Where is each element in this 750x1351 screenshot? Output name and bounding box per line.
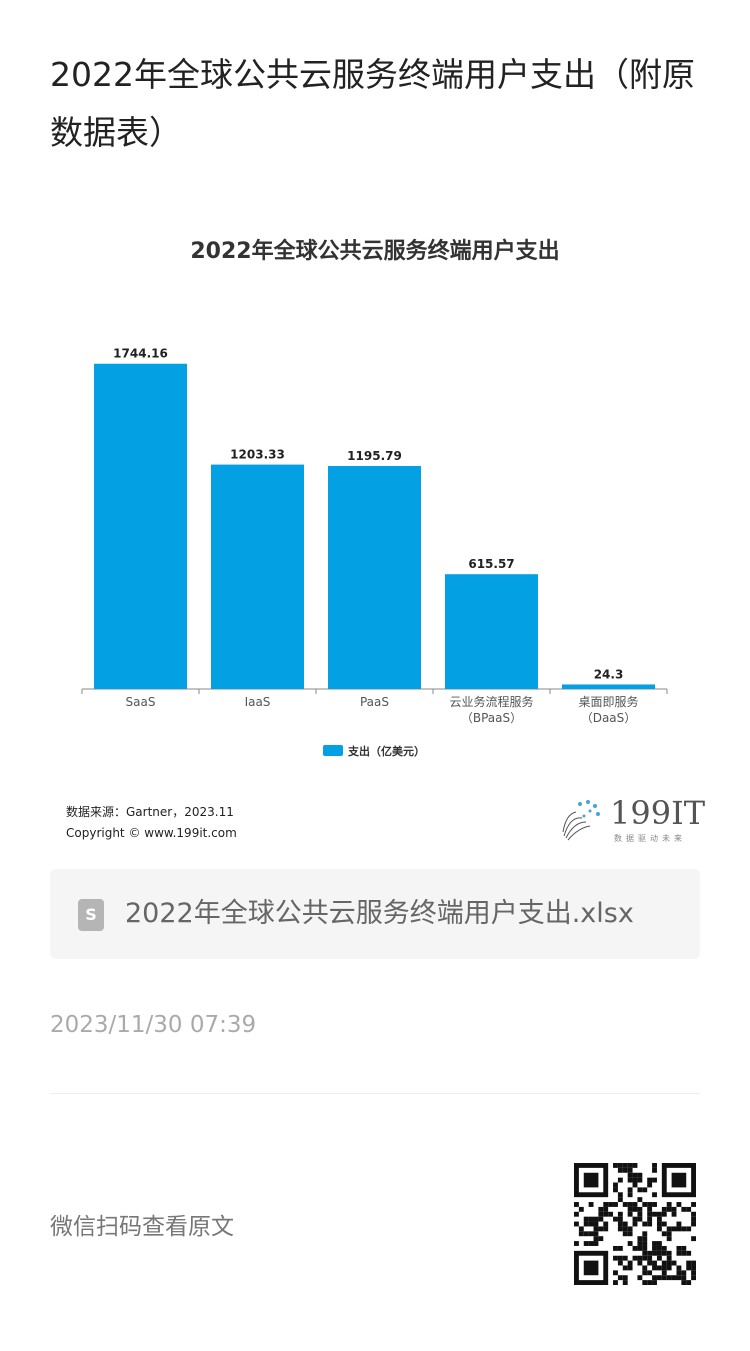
legend-label: 支出（亿美元） [347,744,425,758]
wechat-scan-label: 微信扫码查看原文 [50,1214,234,1240]
attachment-card[interactable]: S 2022年全球公共云服务终端用户支出.xlsx [50,869,700,959]
copyright: Copyright © www.199it.com [66,826,237,840]
value-label: 615.57 [468,557,514,571]
x-tick-label: PaaS [360,695,389,709]
bar-chart: 1744.16 SaaS 1203.33 IaaS 1195.79 PaaS 615.57 云… [81,347,668,758]
bar [328,466,421,689]
value-label: 1744.16 [113,347,168,361]
value-label: 1195.79 [347,449,402,463]
x-tick-label: （DaaS） [581,711,637,725]
spreadsheet-file-icon: S [78,899,104,931]
data-source: 数据来源：Gartner，2023.11 [66,805,234,819]
chart-title: 2022年全球公共云服务终端用户支出 [190,239,560,264]
value-label: 24.3 [594,667,624,681]
x-tick-label: SaaS [126,695,156,709]
199it-logo: 199IT 数据驱动未来 [560,796,710,848]
logo-dandelion-icon [562,800,600,841]
logo-slogan: 数据驱动未来 [614,834,686,843]
logo-text: 199IT [610,794,706,832]
bar [211,464,304,689]
x-tick-label: IaaS [245,695,271,709]
value-label: 1203.33 [230,448,285,462]
qr-code[interactable] [574,1163,696,1285]
legend-swatch [323,745,343,756]
publish-time: 2023/11/30 07:39 [50,1012,257,1038]
bar [94,363,187,689]
x-tick-label: 云业务流程服务 [449,694,533,709]
x-tick-label: 桌面即服务 [578,694,638,709]
article-title: 2022年全球公共云服务终端用户支出（附原数据表） [50,55,695,152]
attachment-name[interactable]: 2022年全球公共云服务终端用户支出.xlsx [125,898,634,929]
bar [445,574,538,689]
bar [562,684,655,689]
x-tick-label: （BPaaS） [461,711,522,725]
divider [50,1093,700,1094]
